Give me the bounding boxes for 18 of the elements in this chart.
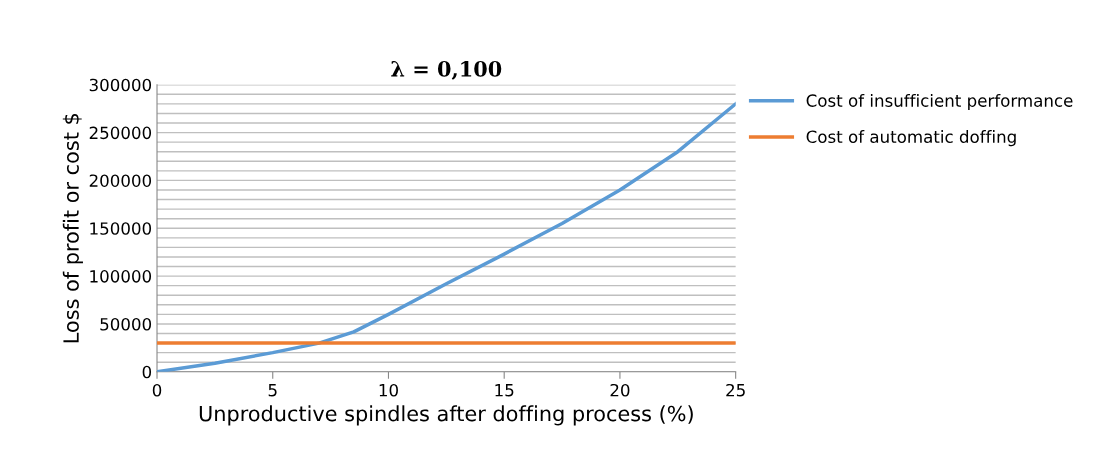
y-tick-label: 50000 (100, 317, 152, 331)
y-tick-label: 150000 (90, 222, 152, 235)
legend-label: Cost of insufficient performance (806, 93, 1073, 111)
y-tick-label: 250000 (89, 126, 152, 140)
x-tick-label: 20 (610, 383, 630, 397)
x-axis-title: Unproductive spindles after doffing process (%) (199, 405, 693, 426)
y-tick-label: 200000 (89, 174, 152, 187)
y-tick-label: 0 (142, 365, 152, 379)
x-tick-label: 25 (726, 383, 745, 397)
legend-label: Cost of automatic doffing (806, 130, 1016, 147)
chart-title: λ = 0,100 (391, 60, 502, 80)
x-tick-label: 0 (152, 383, 162, 397)
x-tick-label: 5 (268, 384, 277, 397)
y-axis-title: Loss of profit or cost $ (62, 113, 83, 343)
x-tick-label: 10 (379, 383, 398, 397)
x-tick-label: 15 (495, 384, 514, 397)
y-tick-label: 300000 (89, 78, 152, 92)
y-tick-label: 100000 (90, 270, 152, 283)
